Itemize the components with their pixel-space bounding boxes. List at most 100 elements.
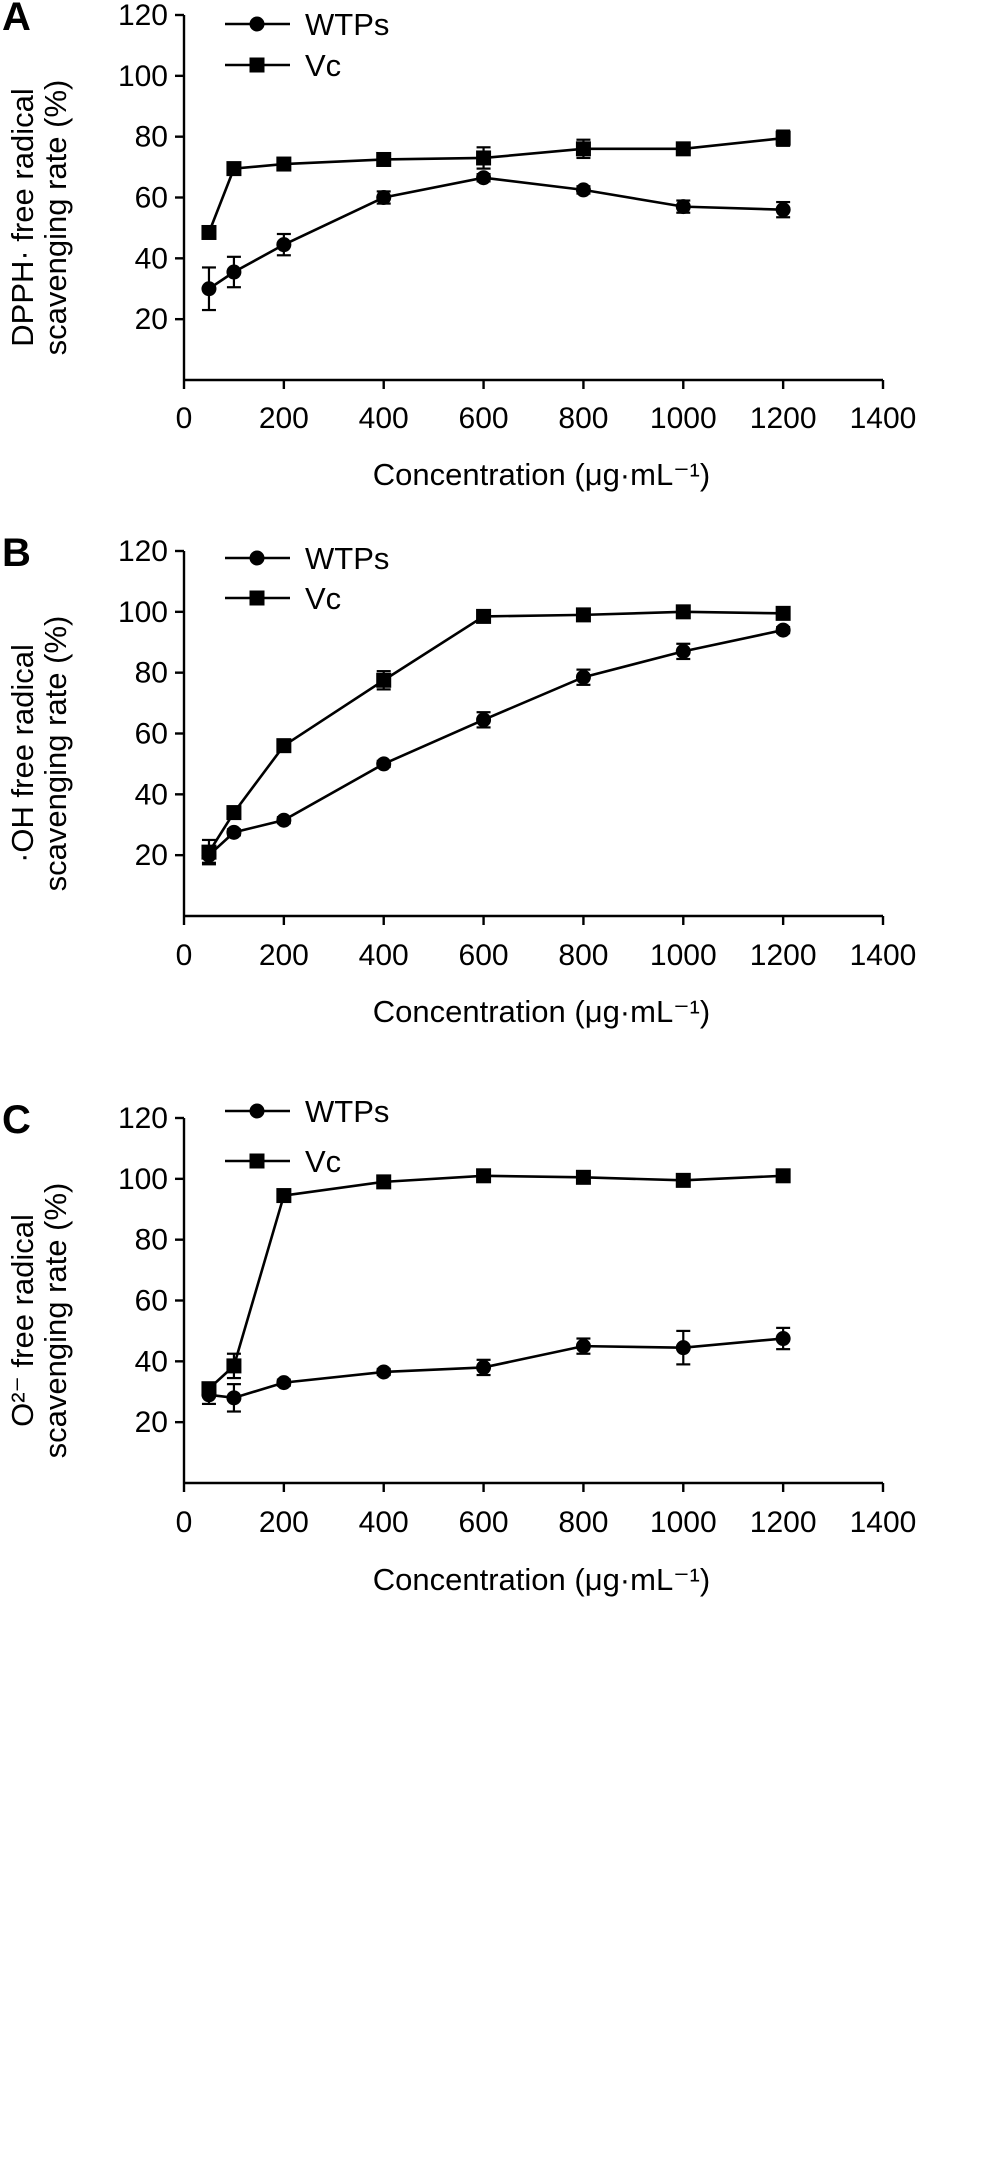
y-tick-label: 20 — [135, 839, 168, 872]
data-point — [376, 672, 392, 688]
data-point — [476, 150, 492, 166]
y-tick-label: 60 — [135, 182, 168, 215]
data-point — [476, 1359, 492, 1375]
series-vc — [201, 1168, 791, 1397]
x-tick-label: 1000 — [650, 1506, 717, 1539]
legend-label: Vc — [305, 581, 341, 616]
data-point — [201, 844, 217, 860]
data-point — [201, 281, 217, 297]
y-tick-label: 80 — [135, 121, 168, 154]
series-wtps — [201, 1326, 791, 1413]
legend-item-wtps: WTPs — [225, 541, 389, 576]
data-point — [575, 607, 591, 623]
data-point — [276, 1188, 292, 1204]
data-point — [675, 199, 691, 215]
data-point — [675, 1172, 691, 1188]
legend-marker — [249, 57, 265, 73]
y-tick-label: 80 — [135, 1224, 168, 1257]
legend-item-vc: Vc — [225, 1144, 341, 1179]
data-point — [775, 1331, 791, 1347]
x-tick-label: 800 — [558, 1506, 608, 1539]
data-point — [775, 1168, 791, 1184]
legend-marker — [249, 590, 265, 606]
x-tick-label: 0 — [176, 402, 193, 435]
x-tick-label: 1200 — [750, 939, 817, 972]
y-tick-label: 20 — [135, 303, 168, 336]
data-point — [675, 604, 691, 620]
legend-marker — [249, 550, 265, 566]
x-tick-label: 1400 — [850, 402, 917, 435]
data-point — [276, 738, 292, 754]
data-point — [675, 1340, 691, 1356]
series-vc — [201, 604, 791, 866]
y-axis-title-line: scavenging rate (%) — [38, 1183, 73, 1459]
series-wtps — [201, 170, 791, 312]
data-point — [575, 1338, 591, 1354]
data-point — [775, 622, 791, 638]
data-point — [675, 643, 691, 659]
legend-marker — [249, 1103, 265, 1119]
x-axis-title: Concentration (μg·mL⁻¹) — [373, 457, 710, 492]
x-tick-label: 200 — [259, 1506, 309, 1539]
panel-letter: A — [2, 0, 31, 39]
y-tick-label: 100 — [118, 1163, 168, 1196]
series-line — [207, 610, 784, 853]
data-point — [675, 141, 691, 157]
data-point — [476, 608, 492, 624]
x-tick-label: 600 — [459, 1506, 509, 1539]
data-point — [226, 824, 242, 840]
y-axis-title-line: ·OH free radical — [5, 644, 40, 863]
y-tick-label: 100 — [118, 596, 168, 629]
data-point — [376, 151, 392, 167]
data-point — [226, 1358, 242, 1374]
data-point — [575, 1169, 591, 1185]
legend-label: Vc — [305, 48, 341, 83]
data-point — [226, 1390, 242, 1406]
legend-marker — [249, 16, 265, 32]
legend-label: Vc — [305, 1144, 341, 1179]
series-line — [208, 176, 784, 290]
panel-letter: B — [2, 531, 31, 575]
legend-marker — [249, 1153, 265, 1169]
x-tick-label: 200 — [259, 939, 309, 972]
x-tick-label: 1000 — [650, 939, 717, 972]
y-axis-title-line: scavenging rate (%) — [38, 80, 73, 356]
y-tick-label: 20 — [135, 1406, 168, 1439]
data-point — [476, 712, 492, 728]
data-point — [276, 812, 292, 828]
data-point — [376, 1174, 392, 1190]
y-tick-label: 40 — [135, 778, 168, 811]
series-vc — [201, 129, 791, 240]
data-point — [575, 141, 591, 157]
panel-letter: C — [2, 1098, 31, 1142]
x-axis-title: Concentration (μg·mL⁻¹) — [373, 994, 710, 1029]
x-tick-label: 1000 — [650, 402, 717, 435]
data-point — [201, 224, 217, 240]
y-tick-label: 120 — [118, 535, 168, 568]
legend-item-vc: Vc — [225, 581, 341, 616]
y-tick-label: 60 — [135, 1285, 168, 1318]
y-tick-label: 40 — [135, 1345, 168, 1378]
y-axis-title: DPPH· free radicalscavenging rate (%) — [5, 80, 73, 356]
data-point — [276, 156, 292, 172]
data-point — [201, 1381, 217, 1397]
data-point — [226, 161, 242, 177]
x-tick-label: 0 — [176, 939, 193, 972]
data-point — [376, 756, 392, 772]
y-axis-title-line: scavenging rate (%) — [38, 616, 73, 892]
y-tick-label: 40 — [135, 242, 168, 275]
legend-label: WTPs — [305, 1094, 389, 1129]
data-point — [376, 190, 392, 205]
data-point — [226, 805, 242, 821]
data-point — [775, 130, 791, 146]
data-point — [276, 1375, 292, 1391]
x-tick-label: 800 — [558, 402, 608, 435]
x-tick-label: 400 — [359, 402, 409, 435]
x-axis-title: Concentration (μg·mL⁻¹) — [373, 1562, 710, 1597]
x-tick-label: 1400 — [850, 1506, 917, 1539]
data-point — [775, 202, 791, 218]
y-tick-label: 120 — [118, 1102, 168, 1135]
series-line — [208, 628, 784, 857]
